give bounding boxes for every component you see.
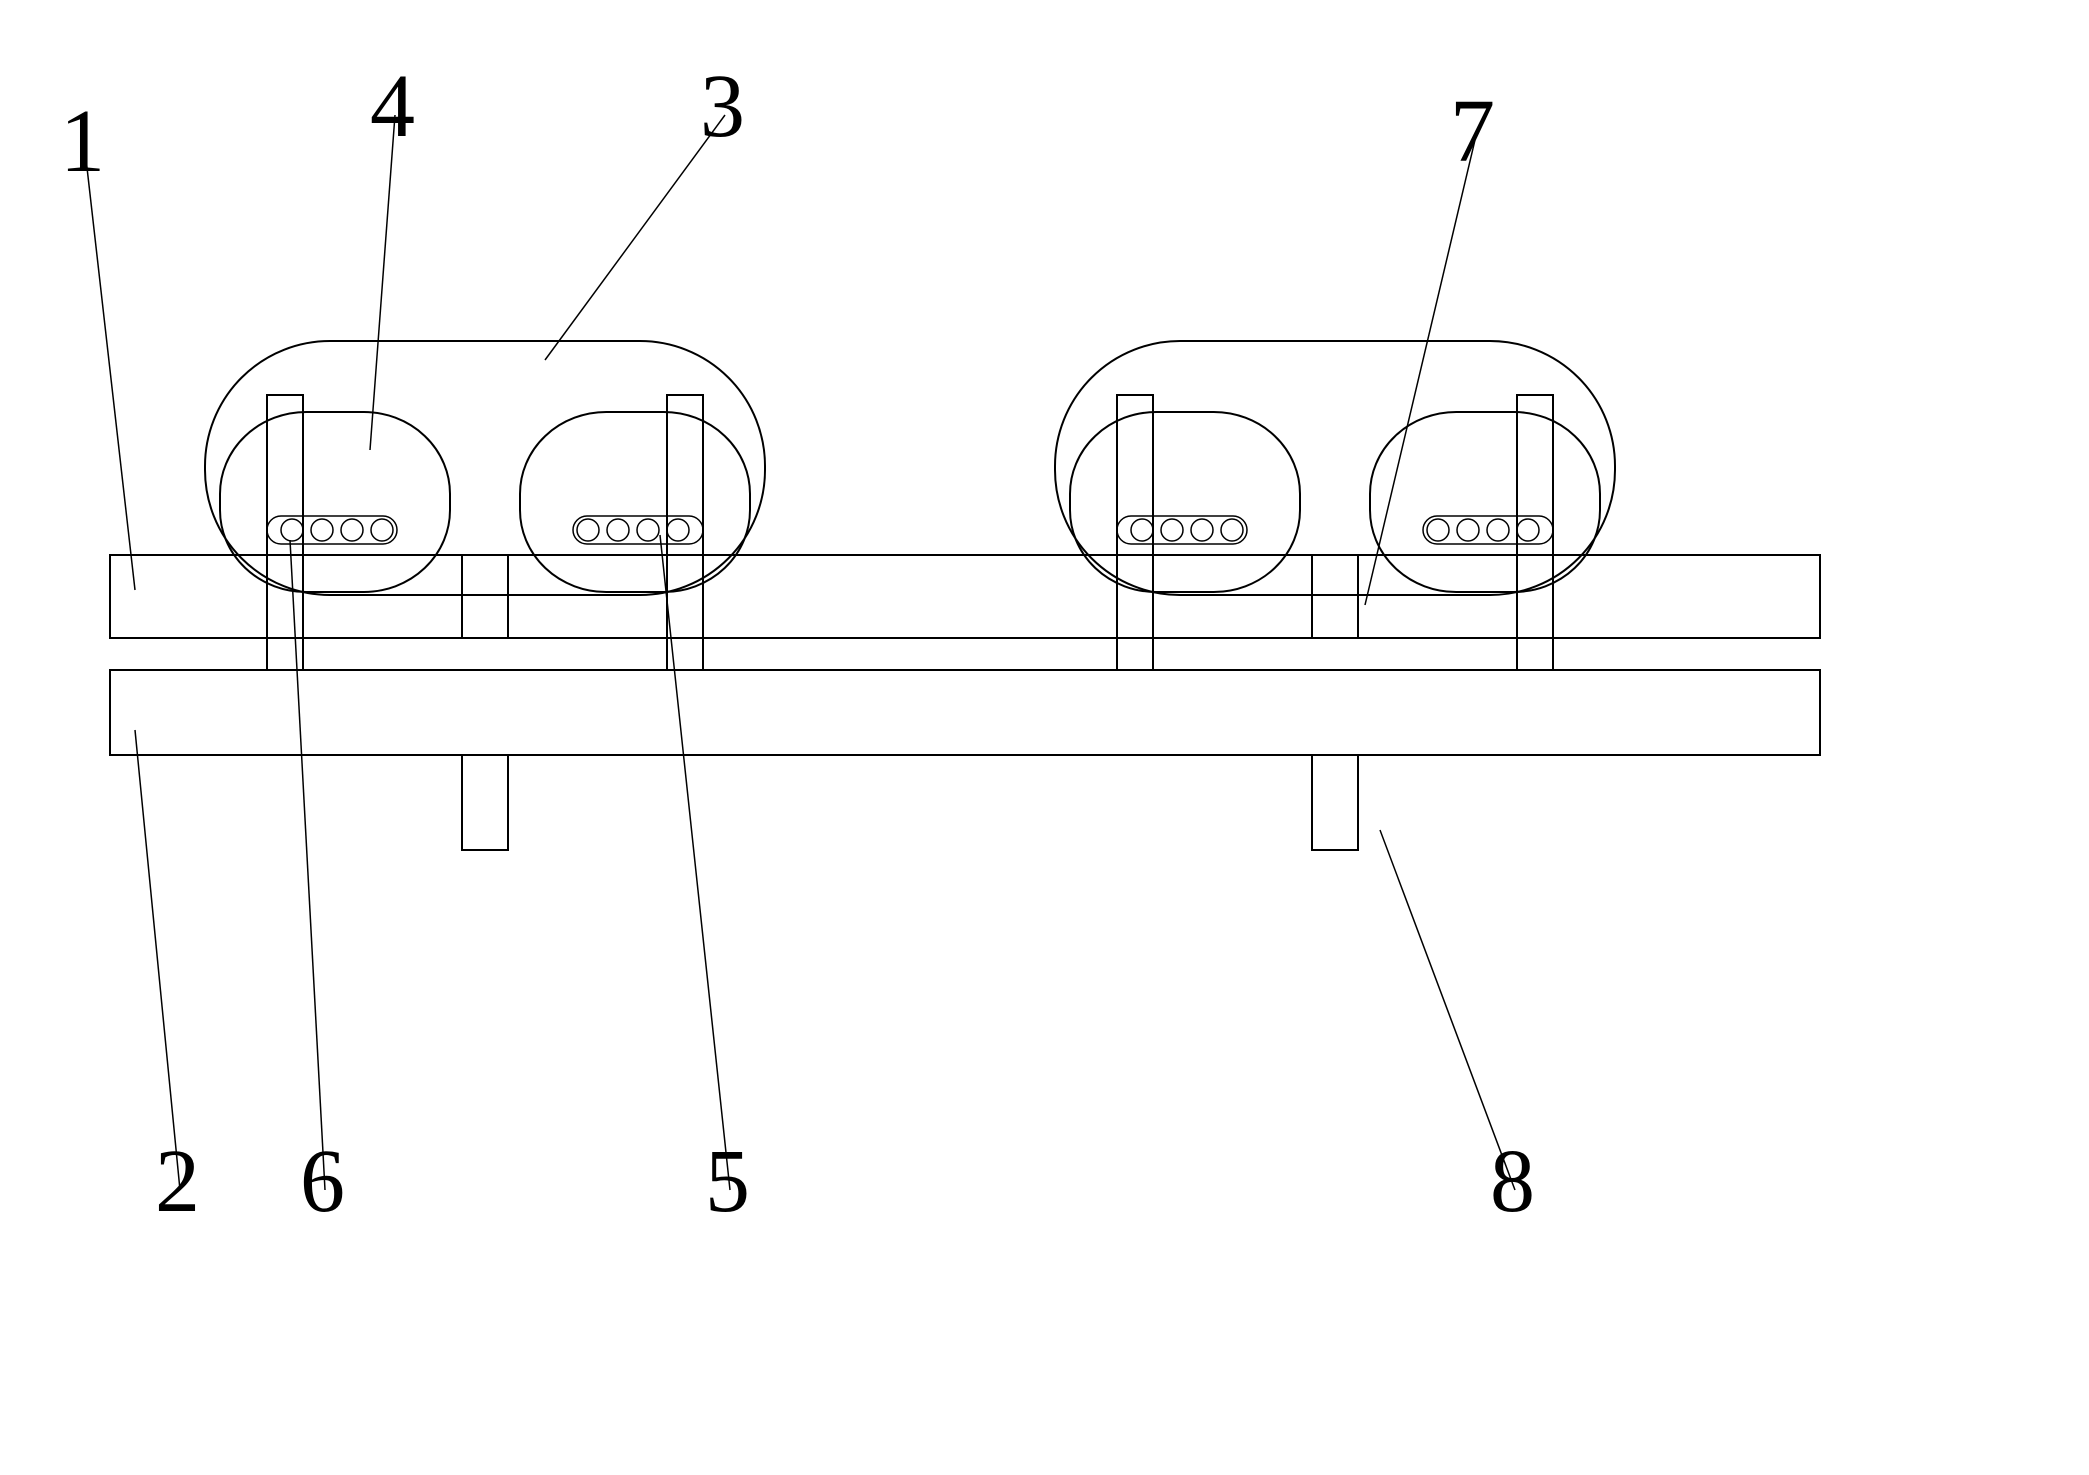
hole-circle — [311, 519, 333, 541]
hole-circle — [1161, 519, 1183, 541]
label-1: 1 — [60, 90, 105, 193]
vertical-side-bar — [1517, 395, 1553, 670]
label-7: 7 — [1450, 80, 1495, 183]
center-stem-upper — [1312, 555, 1358, 638]
hole-circle — [577, 519, 599, 541]
diagram-canvas — [0, 0, 2089, 1475]
vertical-side-bar — [1117, 395, 1153, 670]
center-stem-lower — [462, 755, 508, 850]
label-2: 2 — [155, 1130, 200, 1233]
hole-circle — [371, 519, 393, 541]
lower-horizontal-bar — [110, 670, 1820, 755]
leader-line-4 — [370, 115, 395, 450]
hole-circle — [1517, 519, 1539, 541]
vertical-side-bar — [267, 395, 303, 670]
vertical-side-bar — [667, 395, 703, 670]
center-stem-lower — [1312, 755, 1358, 850]
hole-circle — [607, 519, 629, 541]
upper-horizontal-bar — [110, 555, 1820, 638]
hole-circle — [637, 519, 659, 541]
label-5: 5 — [705, 1130, 750, 1233]
clamp-assembly-1 — [1055, 341, 1615, 850]
hole-circle — [667, 519, 689, 541]
label-3: 3 — [700, 55, 745, 158]
inner-lobe-right — [520, 412, 750, 592]
hole-circle — [1221, 519, 1243, 541]
leader-line-5 — [660, 535, 730, 1190]
clamp-assembly-0 — [205, 341, 765, 850]
hole-circle — [341, 519, 363, 541]
label-8: 8 — [1490, 1130, 1535, 1233]
hole-circle — [1457, 519, 1479, 541]
hole-circle — [1191, 519, 1213, 541]
leader-line-1 — [85, 150, 135, 590]
outer-cap — [205, 341, 765, 595]
center-stem-upper — [462, 555, 508, 638]
leader-line-3 — [545, 115, 725, 360]
label-6: 6 — [300, 1130, 345, 1233]
hole-circle — [281, 519, 303, 541]
inner-lobe-left — [220, 412, 450, 592]
hole-circle — [1487, 519, 1509, 541]
hole-circle — [1427, 519, 1449, 541]
outer-cap — [1055, 341, 1615, 595]
label-4: 4 — [370, 55, 415, 158]
inner-lobe-left — [1070, 412, 1300, 592]
leader-line-2 — [135, 730, 180, 1190]
hole-circle — [1131, 519, 1153, 541]
